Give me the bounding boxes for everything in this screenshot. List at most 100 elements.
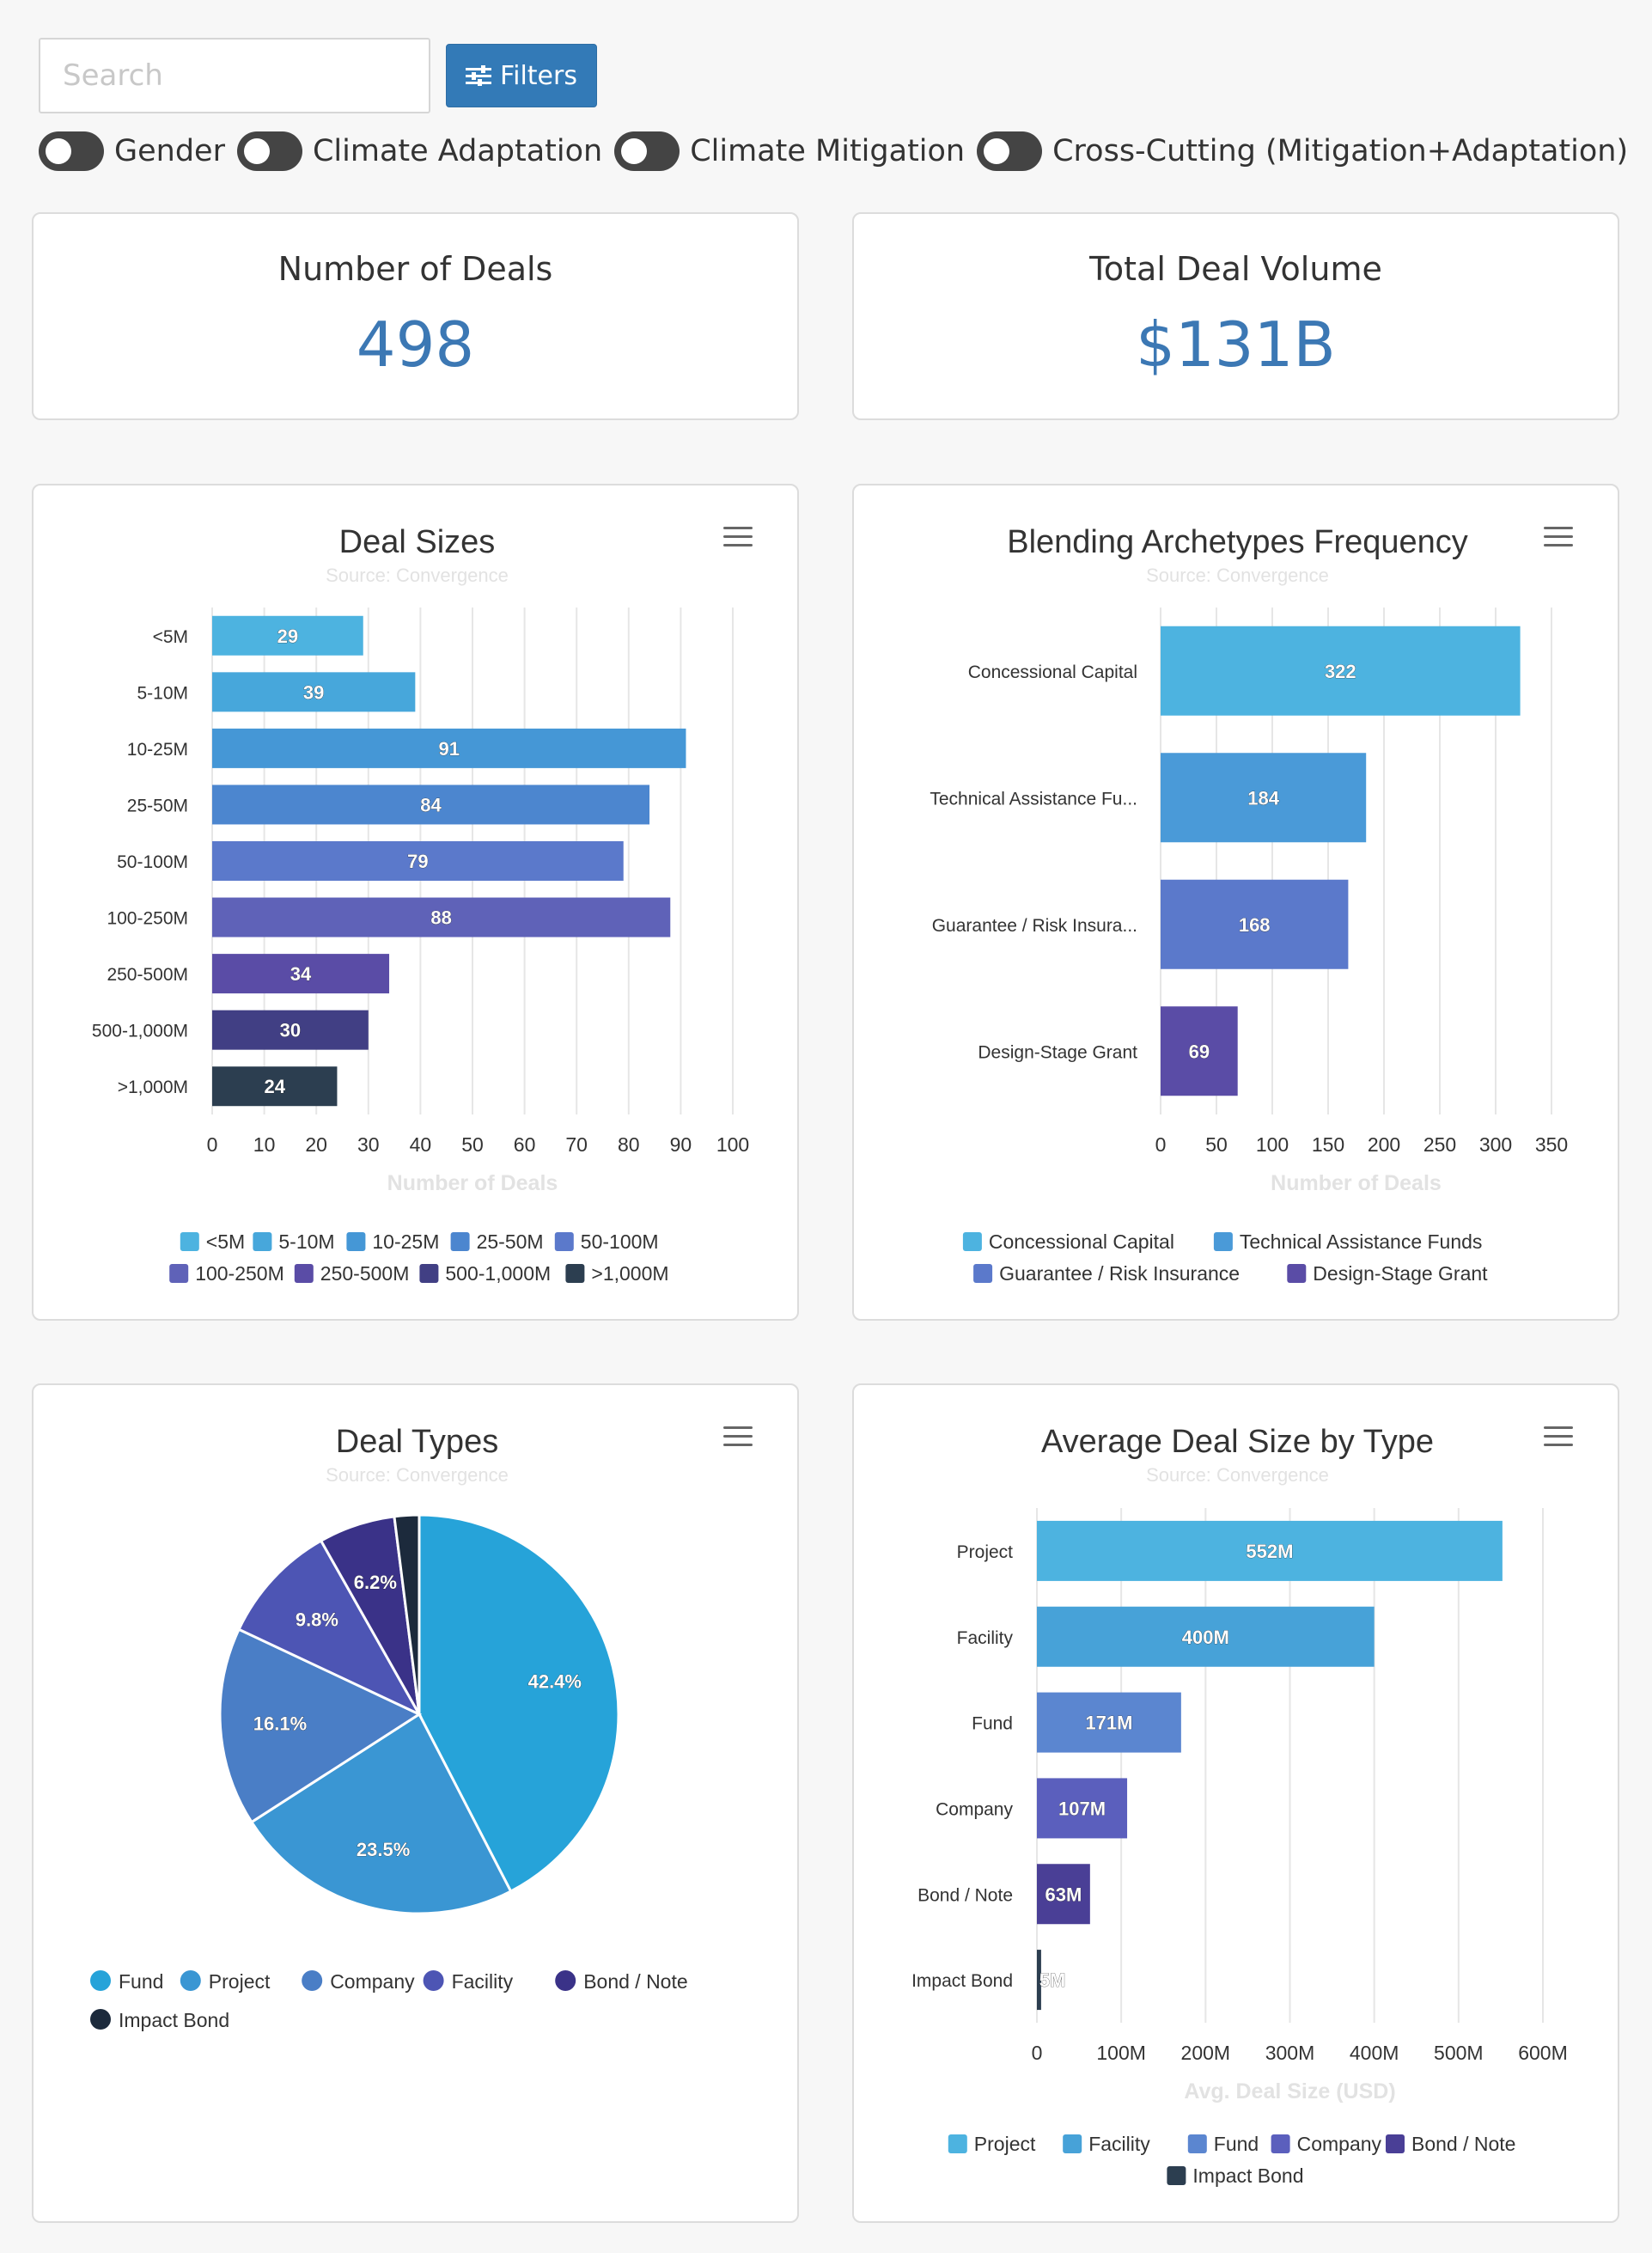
- archetypes-chart: Blending Archetypes Frequency Source: Con…: [930, 524, 1568, 1285]
- y-category-label: 5-10M: [137, 683, 188, 703]
- legend-label: Bond / Note: [583, 1970, 687, 1993]
- y-category-label: Guarantee / Risk Insura...: [932, 916, 1137, 936]
- pie-slice: [393, 1513, 421, 1715]
- x-axis-title: Avg. Deal Size (USD): [1184, 2079, 1395, 2103]
- data-label: 552M: [1246, 1541, 1293, 1562]
- filter-toggles: Gender Climate Adaptation Climate Mitiga…: [39, 125, 1640, 177]
- data-label: 322: [1325, 661, 1356, 682]
- legend-marker: [1386, 2134, 1405, 2153]
- data-label: 24: [264, 1076, 285, 1097]
- menu-icon[interactable]: [723, 1426, 753, 1447]
- y-category-label: Impact Bond: [911, 1971, 1013, 1991]
- legend-label: 10-25M: [372, 1230, 439, 1253]
- sliders-icon: [466, 65, 492, 86]
- y-category-label: Bond / Note: [917, 1885, 1013, 1905]
- toggle-switch[interactable]: [977, 131, 1043, 171]
- toggle-climate-mitigation[interactable]: Climate Mitigation: [614, 131, 965, 171]
- toggle-label: Gender: [114, 134, 225, 168]
- legend-label: Facility: [1088, 2133, 1150, 2155]
- data-label: 88: [430, 907, 451, 929]
- x-tick-label: 100: [1256, 1133, 1289, 1156]
- data-label: 91: [438, 738, 459, 760]
- toggle-switch[interactable]: [39, 131, 104, 171]
- x-tick-label: 0: [1032, 2042, 1043, 2064]
- legend-marker: [419, 1264, 439, 1283]
- menu-icon[interactable]: [1544, 1426, 1573, 1447]
- x-tick-label: 60: [514, 1133, 536, 1156]
- data-label: 6.2%: [354, 1572, 397, 1593]
- x-tick-label: 300M: [1265, 2042, 1315, 2064]
- legend-label: Project: [974, 2133, 1036, 2155]
- toggle-cross-cutting[interactable]: Cross-Cutting (Mitigation+Adaptation): [977, 131, 1628, 171]
- legend-marker: [180, 1232, 199, 1251]
- bar: [1037, 1950, 1041, 2011]
- data-label: 16.1%: [253, 1713, 307, 1735]
- toggle-climate-adaptation[interactable]: Climate Adaptation: [236, 131, 603, 171]
- bar: [1037, 1864, 1090, 1925]
- x-tick-label: 70: [565, 1133, 588, 1156]
- stat-title: Total Deal Volume: [1089, 250, 1382, 288]
- deal-types-chart: Deal Types Source: Convergence 42.4% 23.5% 1…: [90, 1424, 688, 2031]
- legend-label: Company: [1297, 2133, 1382, 2155]
- avg-size-chart: Average Deal Size by Type Source: Converg…: [911, 1424, 1568, 2187]
- menu-icon[interactable]: [723, 527, 753, 547]
- legend-label: Facility: [452, 1970, 514, 1993]
- data-label: 23.5%: [357, 1839, 410, 1860]
- chart-title: Blending Archetypes Frequency: [1007, 524, 1468, 560]
- toggle-label: Climate Adaptation: [312, 134, 603, 168]
- bar: [212, 728, 686, 768]
- chart-title: Deal Sizes: [339, 524, 496, 560]
- toggle-gender[interactable]: Gender: [39, 131, 225, 171]
- toggle-switch[interactable]: [614, 131, 680, 171]
- toggle-switch[interactable]: [236, 131, 302, 171]
- legend-label: Impact Bond: [119, 2009, 229, 2031]
- data-label: 9.8%: [296, 1609, 338, 1631]
- legend-marker: [1167, 2166, 1186, 2185]
- legend-marker: [1271, 2134, 1290, 2153]
- legend-marker: [1063, 2134, 1082, 2153]
- legend-marker: [1287, 1264, 1307, 1283]
- data-label: 79: [407, 851, 428, 872]
- pie-slice: [237, 1539, 423, 1718]
- bar: [1161, 626, 1521, 716]
- legend-marker: [90, 2009, 111, 2030]
- legend-label: 250-500M: [320, 1262, 410, 1285]
- x-tick-label: 40: [410, 1133, 432, 1156]
- legend-label: >1,000M: [591, 1262, 668, 1285]
- legend-marker: [555, 1970, 576, 1991]
- filters-button-label: Filters: [500, 60, 577, 91]
- menu-icon[interactable]: [1544, 527, 1573, 547]
- data-label: 34: [290, 963, 312, 985]
- bar: [1037, 1606, 1375, 1667]
- chart-card-archetypes: Blending Archetypes Frequency Source: Con…: [852, 484, 1619, 1321]
- legend-marker: [973, 1264, 993, 1283]
- bar: [1037, 1778, 1128, 1839]
- legend-label: Impact Bond: [1192, 2164, 1303, 2187]
- x-tick-label: 300: [1479, 1133, 1512, 1156]
- bar: [212, 841, 624, 881]
- bar: [212, 1066, 338, 1107]
- y-category-label: >1,000M: [118, 1078, 188, 1097]
- filters-button[interactable]: Filters: [446, 44, 597, 107]
- stat-card-deals: Number of Deals 498: [32, 212, 799, 420]
- chart-card-deal-sizes: Deal Sizes Source: Convergence 0 10 20 30 40 50…: [32, 484, 799, 1321]
- bar: [1161, 1006, 1238, 1096]
- legend-label: <5M: [206, 1230, 245, 1253]
- search-input[interactable]: [39, 38, 430, 113]
- toggle-label: Cross-Cutting (Mitigation+Adaptation): [1052, 134, 1629, 168]
- y-category-label: Technical Assistance Fu...: [930, 789, 1137, 809]
- legend-marker: [169, 1264, 189, 1283]
- legend-marker: [554, 1232, 574, 1251]
- bar: [1037, 1520, 1503, 1581]
- x-tick-label: 10: [253, 1133, 276, 1156]
- data-label: 84: [420, 794, 442, 815]
- legend-marker: [1187, 2134, 1207, 2153]
- data-label: 5M: [1039, 1969, 1066, 1991]
- x-tick-label: 0: [1155, 1133, 1167, 1156]
- x-tick-label: 90: [670, 1133, 692, 1156]
- y-category-label: 250-500M: [107, 965, 188, 985]
- pie-slice: [218, 1627, 423, 1824]
- legend-marker: [253, 1232, 272, 1251]
- data-label: 29: [277, 626, 298, 647]
- legend-marker: [1213, 1232, 1233, 1251]
